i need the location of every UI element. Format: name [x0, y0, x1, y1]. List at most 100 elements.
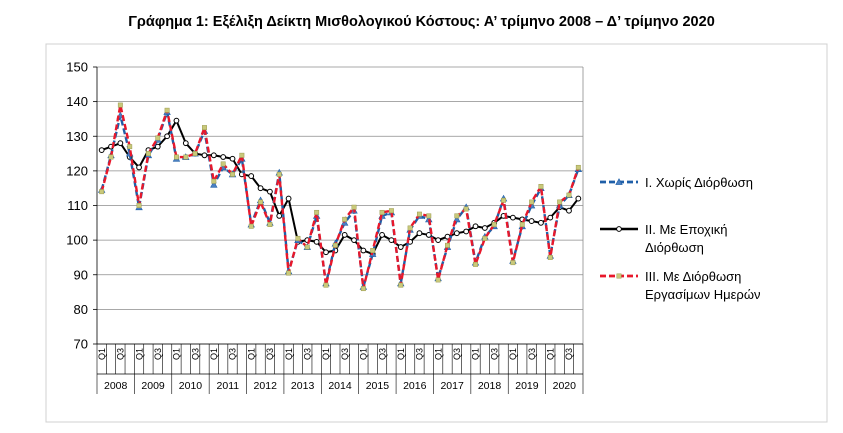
- data-point: [453, 230, 460, 237]
- x-quarter-label: Q1: [246, 348, 256, 360]
- data-point: [276, 171, 282, 177]
- legend-marker: [615, 178, 623, 185]
- series-line-2: [101, 119, 580, 255]
- x-quarter-label: Q3: [302, 348, 312, 360]
- y-tick-label: 150: [66, 60, 88, 75]
- data-point: [127, 144, 133, 150]
- x-year-label: 2014: [328, 380, 352, 392]
- data-point: [173, 154, 179, 160]
- data-point: [248, 223, 254, 229]
- y-axis: 70 80 90 100 110 120 130 140 150: [66, 60, 98, 352]
- legend-marker: [616, 273, 622, 279]
- x-quarter-label: Q3: [415, 348, 425, 360]
- data-point: [388, 208, 394, 214]
- data-point: [528, 218, 535, 224]
- y-tick-label: 70: [74, 337, 88, 352]
- data-point: [108, 154, 114, 160]
- x-axis: Q1 Q3 2008 Q1 Q3 2009 Q1 Q3 2010 Q1 Q3 2011 Q1 Q3 2012…: [96, 343, 584, 394]
- data-point: [445, 242, 450, 248]
- data-point: [397, 244, 404, 250]
- x-year-label: 2008: [104, 380, 128, 392]
- y-tick-label: 80: [74, 302, 88, 317]
- data-point: [257, 185, 264, 192]
- data-point: [192, 151, 198, 157]
- x-quarter-label: Q1: [471, 348, 481, 360]
- legend-item-3: III. Με Διόρθωση Εργασίμων Ημερών: [600, 269, 760, 302]
- x-year-label: 2012: [254, 380, 278, 392]
- data-point: [510, 214, 516, 221]
- x-quarter-label: Q3: [116, 348, 126, 360]
- data-point: [136, 164, 142, 171]
- x-quarter-label: Q3: [153, 348, 163, 360]
- series-2: [98, 117, 582, 257]
- data-point: [538, 184, 544, 189]
- x-quarter-label: Q1: [433, 348, 443, 360]
- x-quarter-label: Q3: [190, 348, 200, 360]
- x-quarter-label: Q1: [396, 348, 406, 360]
- data-point: [416, 230, 423, 237]
- data-point: [510, 260, 516, 266]
- x-quarter-label: Q3: [489, 348, 499, 360]
- y-tick-label: 120: [66, 163, 88, 178]
- data-point: [341, 232, 348, 238]
- data-point: [482, 235, 488, 241]
- series-line-1: [100, 110, 580, 289]
- data-point: [145, 151, 151, 157]
- data-point: [98, 147, 105, 154]
- data-point: [463, 206, 469, 212]
- series-group: [97, 102, 583, 292]
- y-tick-label: 110: [67, 198, 88, 213]
- data-point: [202, 125, 207, 131]
- data-point: [201, 152, 208, 159]
- data-point: [547, 214, 554, 221]
- x-quarter-label: Q3: [564, 348, 574, 360]
- data-point: [230, 171, 235, 177]
- y-tick-label: 100: [66, 233, 88, 248]
- x-year-label: 2009: [141, 380, 165, 392]
- legend-item-1: I. Χωρίς Διόρθωση: [600, 175, 753, 190]
- x-year-label: 2019: [515, 380, 539, 392]
- data-point: [136, 203, 142, 208]
- x-quarter-label: Q1: [321, 348, 331, 360]
- x-quarter-label: Q3: [265, 348, 275, 360]
- data-point: [285, 195, 292, 202]
- data-point: [154, 143, 161, 150]
- x-quarter-label: Q3: [452, 348, 462, 360]
- data-point: [239, 152, 245, 158]
- x-quarter-label: Q1: [172, 348, 182, 360]
- x-quarter-label: Q3: [527, 348, 537, 360]
- data-point: [416, 211, 422, 217]
- data-point: [566, 207, 572, 214]
- data-point: [370, 248, 376, 253]
- x-year-label: 2017: [440, 380, 464, 392]
- data-point: [220, 154, 227, 160]
- chart-title: Γράφημα 1: Εξέλιξη Δείκτη Μισθολογικού Κ…: [128, 14, 715, 30]
- legend-label: III. Με Διόρθωση: [645, 269, 741, 284]
- legend-item-2: II. Με Εποχική Διόρθωση: [600, 222, 727, 255]
- data-point: [435, 237, 442, 244]
- data-point: [117, 102, 123, 108]
- data-point: [332, 242, 338, 248]
- data-point: [313, 238, 320, 245]
- y-tick-label: 90: [74, 267, 88, 282]
- data-point: [258, 199, 264, 205]
- data-point: [360, 247, 367, 254]
- data-point: [575, 164, 581, 170]
- data-point: [360, 286, 366, 292]
- data-point: [519, 222, 525, 227]
- data-point: [229, 155, 236, 162]
- data-point: [286, 270, 292, 276]
- x-year-label: 2015: [366, 380, 390, 392]
- x-quarter-label: Q1: [508, 348, 518, 360]
- data-point: [323, 249, 329, 256]
- data-point: [557, 199, 563, 205]
- data-point: [99, 189, 105, 195]
- data-point: [472, 223, 479, 230]
- gridlines: [97, 66, 584, 345]
- data-point: [407, 225, 413, 231]
- data-point: [529, 199, 535, 205]
- data-point: [267, 188, 273, 195]
- data-point: [398, 282, 404, 288]
- data-point: [491, 222, 497, 227]
